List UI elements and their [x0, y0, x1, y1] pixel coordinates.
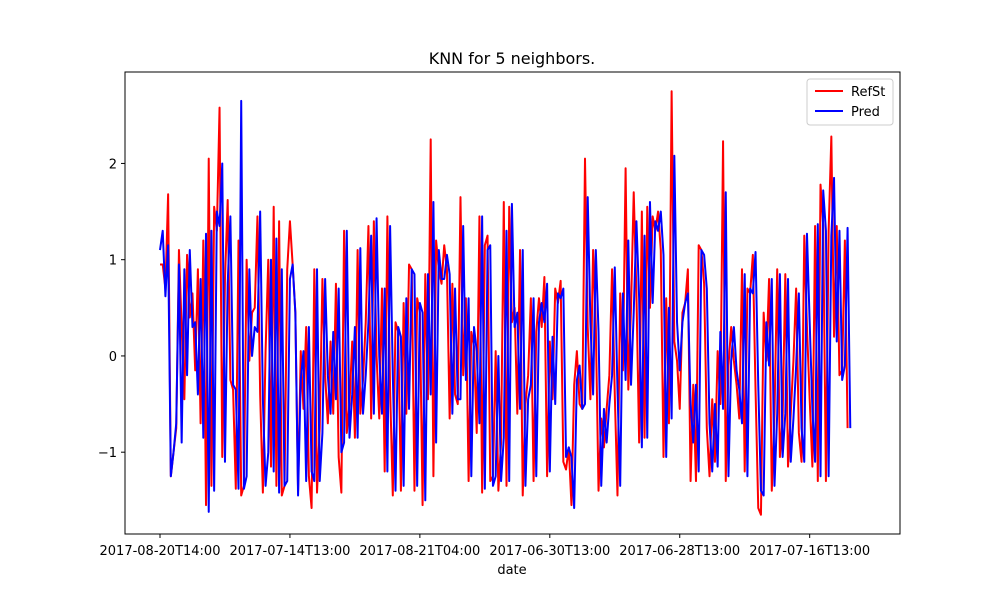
y-tick-label: 0 [109, 350, 117, 365]
x-axis-label: date [497, 563, 526, 578]
x-tick-label: 2017-06-30T13:00 [489, 544, 610, 559]
x-tick-label: 2017-07-14T13:00 [229, 544, 350, 559]
plot-frame [124, 71, 901, 535]
x-tick-label: 2017-08-20T14:00 [100, 544, 221, 559]
series-line-pred [159, 99, 852, 513]
x-tick-label: 2017-07-16T13:00 [749, 544, 870, 559]
legend-label-refst: RefSt [851, 85, 885, 100]
x-tick-label: 2017-06-28T13:00 [619, 544, 740, 559]
y-tick-label: −1 [98, 446, 117, 461]
plot-lines [159, 90, 852, 516]
chart-title: KNN for 5 neighbors. [429, 49, 596, 68]
legend-label-pred: Pred [851, 105, 880, 120]
y-tick-label: 2 [109, 157, 117, 172]
y-tick-label: 1 [109, 254, 117, 269]
legend: RefSt Pred [806, 78, 894, 126]
x-axis: 2017-08-20T14:00 2017-07-14T13:00 2017-08-… [100, 534, 870, 559]
x-tick-label: 2017-08-21T04:00 [359, 544, 480, 559]
y-axis: −1 0 1 2 [98, 157, 125, 461]
